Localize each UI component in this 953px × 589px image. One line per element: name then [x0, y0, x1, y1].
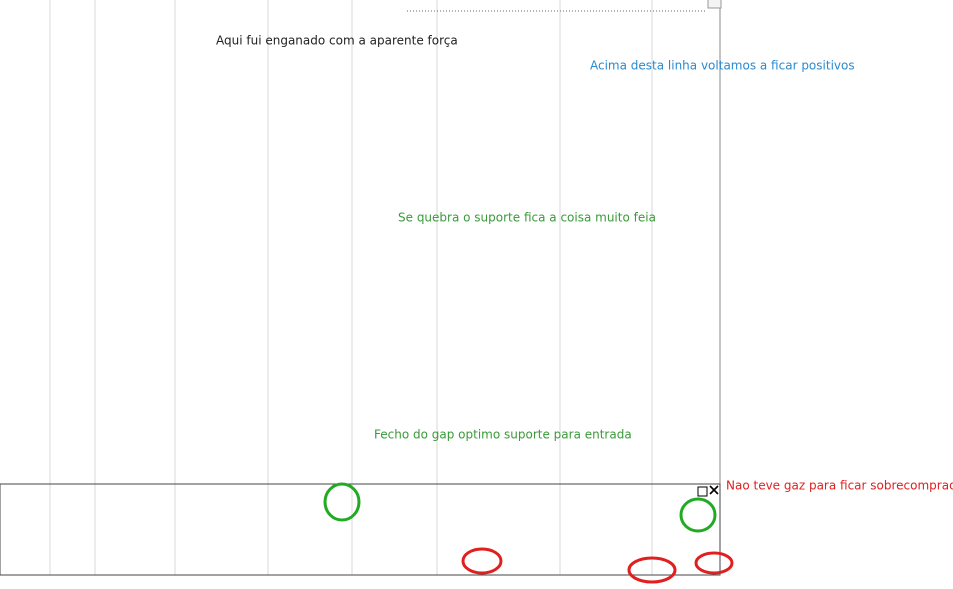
red-circle [627, 556, 677, 584]
annotations: Aqui fui enganado com a aparente força A… [216, 34, 953, 493]
green-circle [323, 482, 361, 522]
green-circle [679, 497, 717, 533]
vertical-grid [49, 0, 653, 575]
annotation: Aqui fui enganado com a aparente força [216, 34, 458, 48]
annotation: Nao teve gaz para ficar sobrecomprado [726, 479, 953, 493]
annotation: Fecho do gap optimo suporte para entrada [374, 428, 632, 442]
icon-box[interactable] [707, 0, 722, 9]
maximize-button[interactable] [697, 486, 708, 497]
red-circle [461, 547, 503, 575]
highlight-circles [323, 482, 734, 584]
close-button[interactable] [709, 485, 719, 495]
red-circle [694, 551, 734, 575]
annotation: Se quebra o suporte fica a coisa muito f… [398, 211, 656, 225]
rsi-pane-frame [0, 483, 721, 576]
annotation: Acima desta linha voltamos a ficar posit… [590, 59, 855, 73]
